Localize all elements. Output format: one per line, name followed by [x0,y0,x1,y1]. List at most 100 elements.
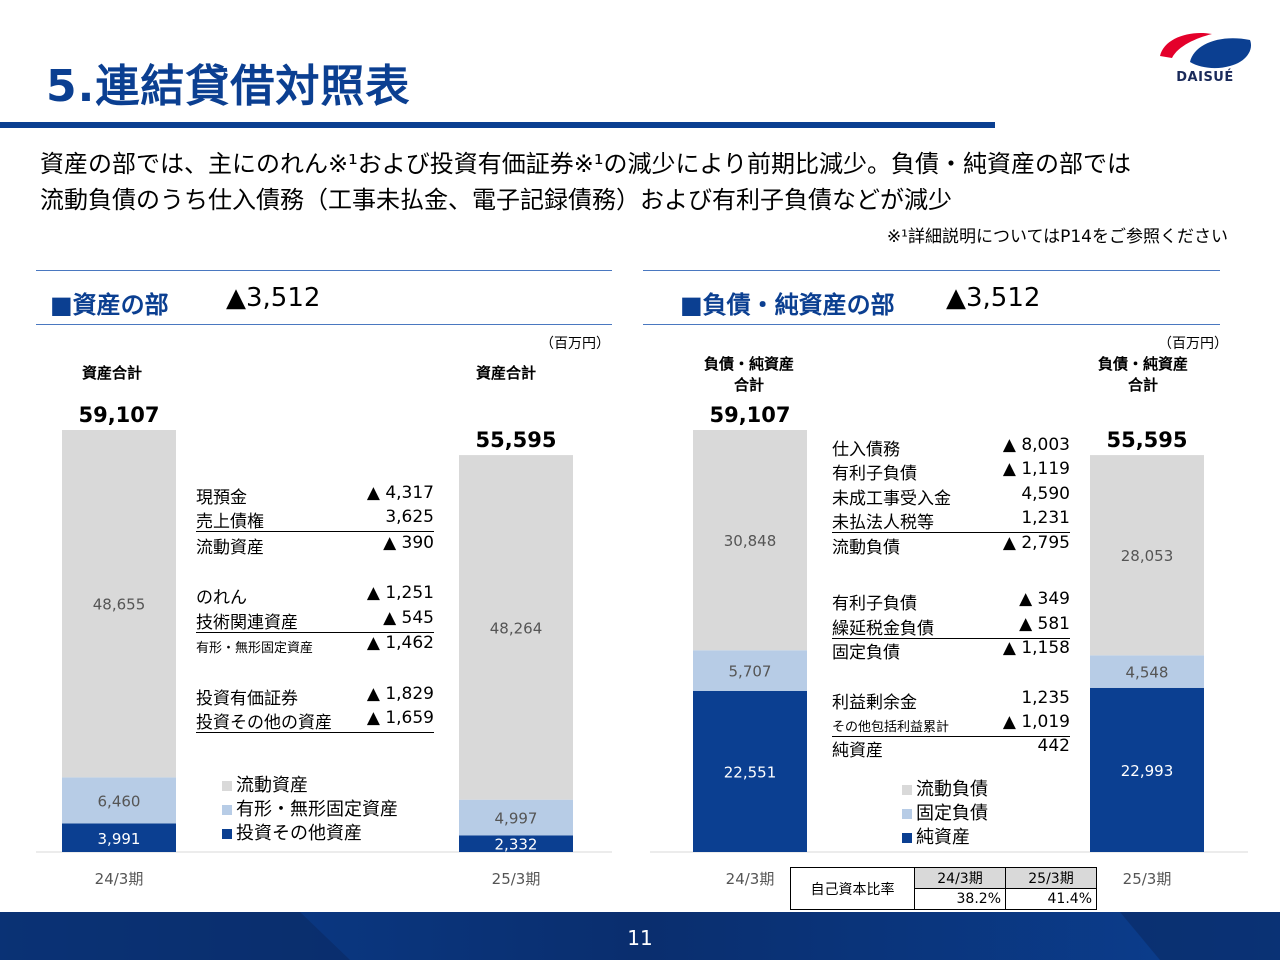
daisue-logo-icon [1160,32,1252,69]
ratio-row-label: 自己資本比率 [790,867,915,910]
breakdown-row: 流動資産 ▲ 390 [196,533,434,558]
footnote: ※¹詳細説明についてはP14をご参照ください [886,227,1228,247]
bar-data-label: 5,707 [729,663,772,681]
breakdown-label: 純資産 [832,741,883,761]
breakdown-value: ▲ 1,119 [1002,459,1070,479]
breakdown-label: のれん [196,588,247,608]
breakdown-row: 未成工事受入金 4,590 [832,484,1070,509]
bar-segment [1090,455,1204,656]
breakdown-row: 投資その他の資産 ▲ 1,659 [196,708,434,733]
legend-swatch-icon [902,785,912,795]
breakdown-label: 流動負債 [832,538,900,558]
page-title: 5.連結貸借対照表 [46,61,411,112]
legend-swatch-icon [902,809,912,819]
breakdown-row: 有利子負債 ▲ 349 [832,589,1070,614]
bar-data-label: 22,993 [1121,762,1174,780]
bar-data-label: 30,848 [724,532,777,550]
breakdown-label: その他包括利益累計 [832,720,950,735]
breakdown-label: 技術関連資産 [196,613,298,633]
legend-current-liabilities: 流動負債 [902,778,988,802]
ratio-value-prev: 38.2% [914,888,1006,910]
breakdown-label: 固定負債 [832,643,900,663]
legend-fixed-assets: 有形・無形固定資産 [222,798,398,822]
breakdown-value: ▲ 349 [1019,589,1070,609]
liab-section-title: ■負債・純資産の部 [680,291,895,319]
breakdown-row: 未払法人税等 1,231 [832,508,1070,533]
breakdown-value: ▲ 1,019 [1002,712,1070,732]
assets-unit: （百万円） [540,336,610,352]
liab-total-label-curr: 負債・純資産 合計 [1088,354,1198,396]
category-tick-label: 25/3期 [1123,870,1172,888]
summary-line-2: 流動負債のうち仕入債務（工事未払金、電子記録債務）および有利子負債などが減少 [40,186,952,214]
assets-total-label-curr: 資産合計 [476,364,537,382]
bar-segment [459,799,573,836]
breakdown-value: ▲ 390 [383,533,434,553]
bar-data-label: 2,332 [495,836,538,854]
bar-segment [693,690,807,852]
liab-bottom-rule [643,324,1220,325]
legend-swatch-icon [902,833,912,843]
breakdown-value: 1,231 [1021,508,1070,528]
bar-data-label: 3,991 [98,830,141,848]
bar-total-label: 55,595 [475,428,556,452]
liab-total-label-prev-1: 負債・純資産 [703,355,794,373]
legend-swatch-icon [222,805,232,815]
legend-net-assets: 純資産 [902,826,988,850]
bar-total-label: 59,107 [78,403,159,427]
bar-segment [62,430,176,778]
breakdown-label: 有形・無形固定資産 [196,641,314,656]
legend-investment-assets: 投資その他資産 [222,822,398,846]
legend-swatch-icon [222,781,232,791]
breakdown-label: 未成工事受入金 [832,489,951,509]
breakdown-value: 442 [1037,736,1070,756]
breakdown-row: 有形・無形固定資産 ▲ 1,462 [196,633,434,657]
breakdown-value: ▲ 8,003 [1002,435,1070,455]
breakdown-label: 繰延税金負債 [832,619,934,639]
bar-segment [1090,655,1204,688]
bar-data-label: 6,460 [98,792,141,810]
breakdown-value: ▲ 4,317 [366,483,434,503]
liab-total-label-curr-2: 合計 [1127,376,1158,394]
breakdown-label: 利益剰余金 [832,693,917,713]
category-tick-label: 24/3期 [95,870,144,888]
liab-unit: （百万円） [1158,336,1228,352]
breakdown-label: 投資その他の資産 [196,713,332,733]
bar-data-label: 48,264 [490,619,543,637]
breakdown-label: 投資有価証券 [196,689,298,709]
legend-fixed-liabilities: 固定負債 [902,802,988,826]
breakdown-row: 現預金 ▲ 4,317 [196,483,434,508]
page-number: 11 [627,926,653,950]
bar-total-label: 59,107 [709,403,790,427]
breakdown-value: 3,625 [385,507,434,527]
breakdown-value: ▲ 2,795 [1002,533,1070,553]
breakdown-value: ▲ 1,462 [366,633,434,653]
bar-data-label: 22,551 [724,763,777,781]
bar-segment [459,455,573,800]
breakdown-label: 売上債権 [196,512,264,532]
liab-legend: 流動負債 固定負債 純資産 [902,778,988,850]
liab-total-label-prev-2: 合計 [733,376,764,394]
liab-top-rule [643,270,1220,271]
assets-legend: 流動資産 有形・無形固定資産 投資その他資産 [222,774,398,846]
title-rule [0,122,995,128]
breakdown-value: ▲ 545 [383,608,434,628]
breakdown-row: 有利子負債 ▲ 1,119 [832,459,1070,484]
ratio-header-curr: 25/3期 [1005,867,1097,889]
liab-total-label-prev: 負債・純資産 合計 [694,354,804,396]
bar-segment [459,835,573,852]
breakdown-value: ▲ 1,829 [366,684,434,704]
logo-text: DAISUÉ [1176,70,1234,85]
breakdown-label: 有利子負債 [832,594,917,614]
breakdown-row: 売上債権 3,625 [196,507,434,532]
breakdown-label: 有利子負債 [832,464,917,484]
assets-section-title: ■資産の部 [50,291,169,319]
bar-segment [62,777,176,824]
breakdown-value: ▲ 1,158 [1002,638,1070,658]
equity-ratio-table: 自己資本比率 24/3期 25/3期 38.2% 41.4% [790,867,1097,910]
bar-segment [1090,687,1204,852]
breakdown-label: 流動資産 [196,538,264,558]
breakdown-row: のれん ▲ 1,251 [196,583,434,608]
breakdown-row: 純資産 442 [832,736,1070,761]
bar-segment [62,823,176,852]
